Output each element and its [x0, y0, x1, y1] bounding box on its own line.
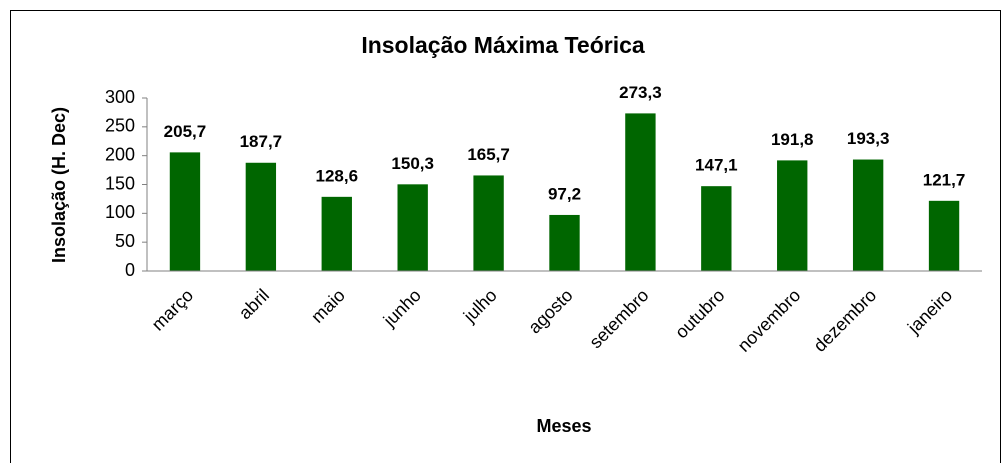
x-tick-label: setembro [585, 285, 652, 352]
chart-frame [10, 10, 1001, 463]
y-tick-label: 200 [105, 144, 135, 164]
bar [549, 214, 580, 271]
x-tick-label: novembro [734, 285, 805, 356]
bar [397, 184, 428, 271]
x-axis-label: Meses [536, 416, 591, 436]
y-axis-label: Insolação (H. Dec) [49, 107, 69, 263]
value-label: 193,3 [847, 129, 890, 148]
bar [928, 200, 960, 271]
y-tick-label: 300 [105, 87, 135, 107]
value-label: 191,8 [771, 130, 814, 149]
value-label: 128,6 [315, 166, 358, 185]
value-label: 97,2 [548, 184, 581, 203]
value-label: 273,3 [619, 83, 662, 102]
bar [701, 186, 732, 271]
y-tick-label: 100 [105, 202, 135, 222]
x-tick-label: março [148, 285, 198, 335]
x-tick-label: julho [459, 285, 501, 327]
bar [852, 159, 884, 271]
value-label: 150,3 [391, 154, 434, 173]
chart-title: Insolação Máxima Teórica [361, 32, 645, 58]
value-label: 205,7 [164, 122, 207, 141]
bar [625, 113, 656, 271]
y-tick-label: 0 [125, 260, 135, 280]
value-label: 187,7 [240, 132, 283, 151]
value-label: 165,7 [467, 145, 510, 164]
value-label: 147,1 [695, 156, 738, 175]
bar [777, 160, 808, 271]
x-tick-label: agosto [524, 285, 576, 337]
bar [245, 162, 277, 271]
y-tick-label: 250 [105, 116, 135, 136]
bar [169, 152, 201, 271]
x-tick-label: abril [235, 285, 273, 323]
x-tick-label: janeiro [903, 285, 956, 338]
bar [321, 196, 352, 271]
x-tick-label: dezembro [810, 285, 881, 356]
x-tick-label: junho [379, 285, 425, 331]
value-label: 121,7 [923, 170, 966, 189]
y-tick-label: 150 [105, 173, 135, 193]
x-tick-label: maio [307, 285, 349, 327]
bar [473, 175, 504, 271]
x-tick-label: outubro [671, 285, 728, 342]
y-tick-label: 50 [115, 231, 135, 251]
